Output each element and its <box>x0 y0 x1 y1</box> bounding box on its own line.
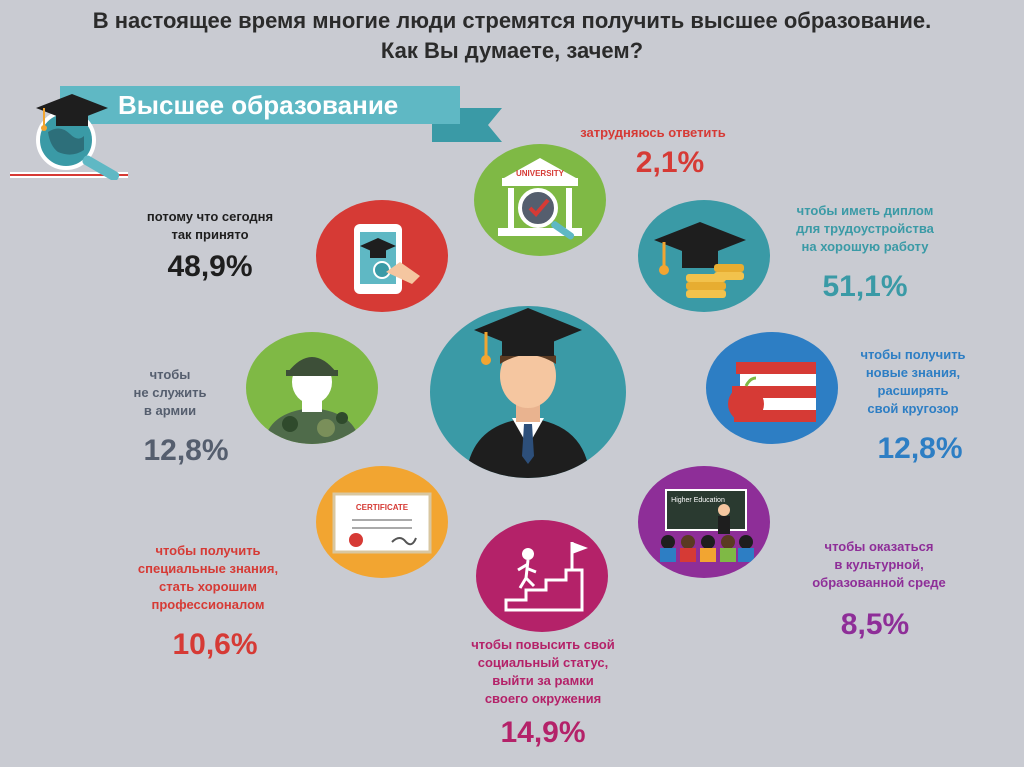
special-knowledge-circle: CERTIFICATE <box>316 466 448 578</box>
new-knowledge-label: чтобы получить новые знания, расширять с… <box>838 346 988 418</box>
university-icon: UNIVERSITY <box>498 158 582 240</box>
cultural-value: 8,5% <box>840 608 910 641</box>
accepted-value: 48,9% <box>167 250 253 283</box>
title-line-1: В настоящее время многие люди стремятся … <box>92 8 932 33</box>
diploma-label: чтобы иметь диплом для трудоустройства н… <box>770 202 960 256</box>
diploma-line-3: на хорошую работу <box>801 239 929 254</box>
social-status-circle <box>476 520 608 632</box>
cultural-circle: Higher Education <box>638 466 770 578</box>
diploma-line-2: для трудоустройства <box>796 221 934 236</box>
social-status-line-3: выйти за рамки <box>492 673 594 688</box>
cultural-line-1: чтобы оказаться <box>824 539 934 554</box>
special-knowledge-label: чтобы получить специальные знания, стать… <box>110 542 306 614</box>
soldier-icon <box>264 357 360 444</box>
special-knowledge-line-4: профессионалом <box>151 597 265 612</box>
army-circle <box>246 332 378 444</box>
stairs-flag-icon <box>504 542 588 612</box>
army-line-1: чтобы <box>149 367 191 382</box>
diploma-line-1: чтобы иметь диплом <box>796 203 934 218</box>
svg-text:Higher Education: Higher Education <box>671 497 725 504</box>
special-knowledge-line-3: стать хорошим <box>159 579 257 594</box>
special-knowledge-line-1: чтобы получить <box>155 543 261 558</box>
graduate-icon <box>466 308 590 478</box>
social-status-label: чтобы повысить свой социальный статус, в… <box>438 636 648 708</box>
graduation-cap-coins-icon <box>654 222 746 298</box>
army-line-3: в армии <box>143 403 197 418</box>
accepted-circle <box>316 200 448 312</box>
cultural-label: чтобы оказаться в культурной, образованн… <box>784 538 974 592</box>
new-knowledge-line-4: свой кругозор <box>867 401 959 416</box>
special-knowledge-line-2: специальные знания, <box>137 561 279 576</box>
svg-text:UNIVERSITY: UNIVERSITY <box>516 169 565 178</box>
banner <box>60 86 460 124</box>
cultural-line-2: в культурной, <box>834 557 924 572</box>
new-knowledge-line-3: расширять <box>877 383 949 398</box>
hard-to-answer-value: 2,1% <box>635 146 705 179</box>
hard-to-answer-label: затрудняюсь ответить <box>548 124 758 142</box>
new-knowledge-line-1: чтобы получить <box>860 347 966 362</box>
university-circle: UNIVERSITY <box>474 144 606 256</box>
accepted-label: потому что сегодня так принято <box>110 208 310 244</box>
special-knowledge-value: 10,6% <box>172 628 258 661</box>
new-knowledge-circle <box>706 332 838 444</box>
accepted-line-2: так принято <box>171 227 249 242</box>
books-apple-icon <box>728 362 816 422</box>
hard-to-answer-line-1: затрудняюсь ответить <box>580 125 726 140</box>
banner-title: Высшее образование <box>118 90 399 120</box>
tablet-cap-icon <box>354 224 420 294</box>
army-line-2: не служить <box>133 385 207 400</box>
army-label: чтобы не служить в армии <box>120 366 220 420</box>
new-knowledge-value: 12,8% <box>877 432 963 465</box>
social-status-value: 14,9% <box>500 716 586 749</box>
social-status-line-4: своего окружения <box>484 691 602 706</box>
accepted-line-1: потому что сегодня <box>146 209 274 224</box>
education-logo-icon <box>8 88 132 182</box>
classroom-icon: Higher Education <box>660 489 754 562</box>
social-status-line-2: социальный статус, <box>477 655 609 670</box>
page-title: В настоящее время многие люди стремятся … <box>0 6 1024 66</box>
army-value: 12,8% <box>143 434 229 467</box>
new-knowledge-line-2: новые знания, <box>865 365 961 380</box>
social-status-line-1: чтобы повысить свой <box>471 637 615 652</box>
cultural-line-3: образованной среде <box>812 575 946 590</box>
graduate-circle <box>430 306 626 478</box>
certificate-icon: CERTIFICATE <box>332 492 432 554</box>
diploma-circle <box>638 200 770 312</box>
svg-text:CERTIFICATE: CERTIFICATE <box>356 503 409 512</box>
diploma-value: 51,1% <box>822 270 908 303</box>
title-line-2: Как Вы думаете, зачем? <box>380 38 644 63</box>
